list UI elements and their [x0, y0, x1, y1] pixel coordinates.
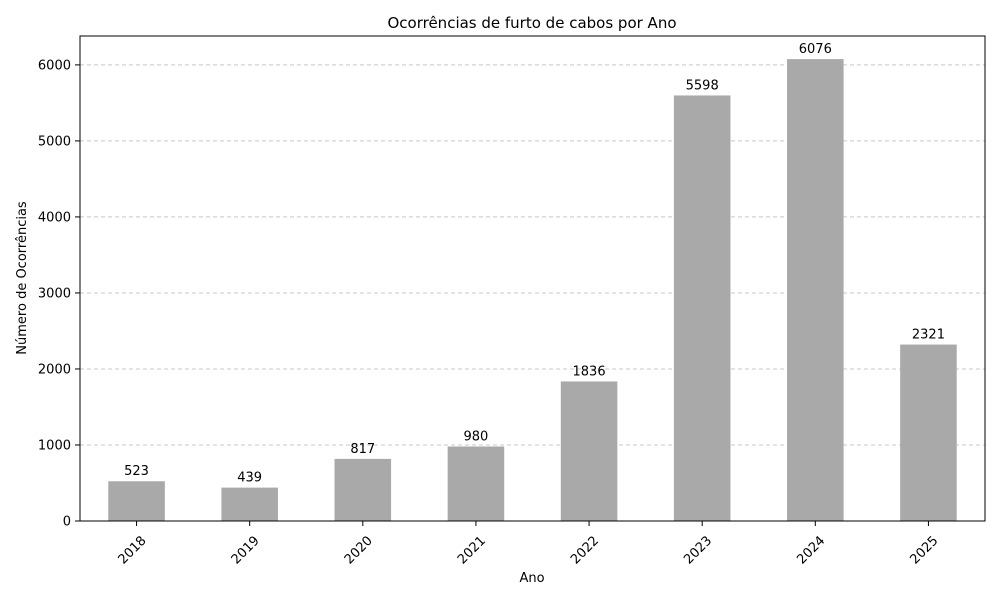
data-label-2023: 5598 [686, 78, 719, 93]
bar-2023 [673, 95, 731, 521]
y-tick-label: 3000 [38, 286, 71, 301]
data-label-2020: 817 [350, 442, 375, 457]
bar-2021 [447, 446, 505, 521]
y-tick-label: 1000 [38, 438, 71, 453]
y-tick-label: 4000 [38, 210, 71, 225]
x-tick-label-2024: 2024 [794, 533, 828, 567]
chart-title: Ocorrências de furto de cabos por Ano [387, 14, 676, 32]
bar-2024 [787, 59, 844, 522]
x-axis: 2018 2019 2020 2021 2022 2023 2024 2025 [116, 521, 941, 567]
y-axis: 0 1000 2000 3000 4000 5000 6000 [38, 58, 80, 530]
data-labels-group: 523 439 817 980 1836 5598 6076 2321 [124, 42, 945, 486]
x-tick-label-2020: 2020 [342, 533, 376, 567]
bar-2020 [334, 458, 392, 521]
y-tick-label: 2000 [38, 362, 71, 377]
y-tick-label: 0 [63, 515, 71, 530]
y-tick-label: 6000 [38, 58, 71, 73]
y-axis-label: Número de Ocorrências [15, 201, 30, 355]
bar-2022 [560, 381, 618, 521]
data-label-2025: 2321 [912, 328, 945, 343]
y-tick-label: 5000 [38, 134, 71, 149]
x-tick-label-2018: 2018 [116, 533, 150, 567]
data-label-2021: 980 [464, 430, 489, 445]
bars-group [108, 59, 957, 522]
data-label-2018: 523 [124, 464, 149, 479]
grid-lines [80, 64, 985, 446]
x-tick-label-2022: 2022 [568, 533, 602, 567]
x-tick-label-2025: 2025 [907, 533, 941, 567]
plot-frame [79, 35, 986, 522]
data-label-2019: 439 [237, 471, 262, 486]
x-axis-label: Ano [519, 571, 544, 586]
x-tick-label-2023: 2023 [681, 533, 715, 567]
data-label-2022: 1836 [573, 364, 606, 379]
x-tick-label-2021: 2021 [455, 533, 489, 567]
bar-2018 [108, 481, 165, 521]
bar-2025 [900, 344, 957, 521]
bar-2019 [221, 487, 278, 521]
x-tick-label-2019: 2019 [229, 533, 263, 567]
data-label-2024: 6076 [799, 42, 832, 57]
